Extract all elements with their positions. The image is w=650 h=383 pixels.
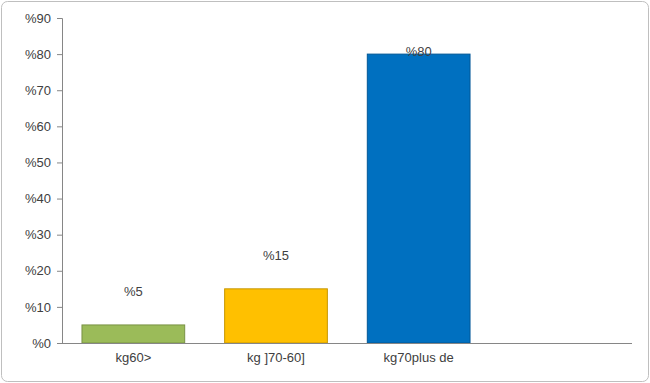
y-tick-mark — [57, 343, 62, 344]
y-tick-mark — [57, 126, 62, 127]
y-tick: %80 — [25, 47, 62, 62]
y-tick-mark — [57, 90, 62, 91]
y-tick-mark — [57, 54, 62, 55]
y-tick-label: %10 — [25, 300, 51, 315]
y-tick: %70 — [25, 83, 62, 98]
x-axis: kg60> kg ]70-60] kg70plus de — [63, 343, 491, 365]
x-tick: kg70plus de — [384, 343, 454, 365]
x-tick-label: kg ]70-60] — [247, 350, 305, 365]
y-tick: %60 — [25, 119, 62, 134]
y-tick-mark — [57, 235, 62, 236]
chart: %0 %10 %20 %30 %40 %50 %60 %70 %80 %90 kg60> kg ]70… — [0, 0, 650, 383]
y-tick: %90 — [25, 11, 62, 26]
y-tick-label: %40 — [25, 191, 51, 206]
y-tick-label: %80 — [25, 47, 51, 62]
y-tick-label: %60 — [25, 119, 51, 134]
data-label: %15 — [263, 248, 289, 263]
y-tick: %10 — [25, 300, 62, 315]
x-tick-label: kg70plus de — [384, 350, 454, 365]
plot-baseline — [62, 343, 632, 344]
y-tick-mark — [57, 307, 62, 308]
bar — [367, 54, 470, 343]
y-tick: %50 — [25, 155, 62, 170]
bar — [225, 289, 328, 343]
x-tick: kg60> — [115, 343, 151, 365]
y-tick-label: %0 — [32, 336, 51, 351]
y-tick: %0 — [32, 336, 62, 351]
y-tick: %40 — [25, 191, 62, 206]
bars — [82, 54, 470, 343]
y-tick: %20 — [25, 263, 62, 278]
chart-border — [2, 2, 649, 382]
data-label: %5 — [124, 284, 143, 299]
y-axis: %0 %10 %20 %30 %40 %50 %60 %70 %80 %90 — [25, 11, 63, 351]
data-label: %80 — [406, 44, 432, 59]
y-tick-label: %50 — [25, 155, 51, 170]
data-labels: %5 %15 %80 — [124, 44, 432, 299]
y-tick-label: %90 — [25, 11, 51, 26]
y-tick-mark — [57, 271, 62, 272]
y-tick: %30 — [25, 227, 62, 242]
x-tick-label: kg60> — [115, 350, 151, 365]
y-axis-line — [57, 19, 63, 344]
bar — [82, 325, 185, 343]
y-tick-label: %30 — [25, 227, 51, 242]
y-tick-mark — [57, 199, 62, 200]
x-tick: kg ]70-60] — [247, 343, 305, 365]
y-tick-mark — [57, 162, 62, 163]
y-tick-mark — [57, 18, 62, 19]
y-tick-label: %20 — [25, 263, 51, 278]
y-tick-label: %70 — [25, 83, 51, 98]
